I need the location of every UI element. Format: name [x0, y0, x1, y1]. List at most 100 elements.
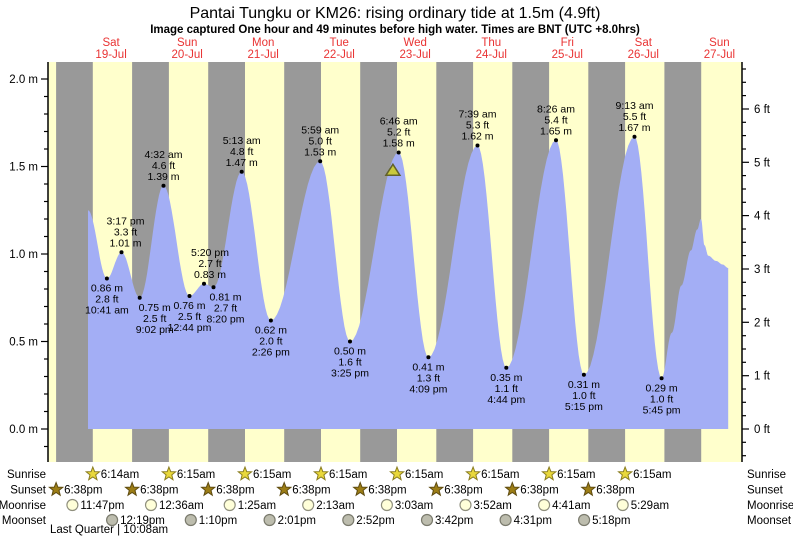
tide-event-label: 9:13 am: [616, 100, 654, 112]
sunset-star-icon: [48, 481, 65, 497]
sunrise-star-icon: [541, 465, 558, 481]
right-axis-tick-label: 1 ft: [754, 371, 771, 383]
tide-event-label: 0.50 m: [334, 346, 366, 358]
sunrise-star-icon: [84, 465, 101, 481]
tide-event-label: 8:20 pm: [207, 313, 245, 325]
day-date-label: 26-Jul: [628, 49, 659, 61]
tide-event-label: 5:45 pm: [643, 404, 681, 416]
tide-event-label: 5.3 ft: [466, 120, 489, 132]
astro-row-label-right: Sunrise: [747, 469, 786, 481]
moonset-icon: [184, 513, 197, 527]
tide-event-label: 1.47 m: [226, 157, 258, 169]
right-axis-tick-label: 6 ft: [754, 104, 771, 116]
tide-event-label: 2.7 ft: [214, 302, 237, 314]
tide-curve: [88, 136, 729, 430]
tide-point-dot: [211, 285, 216, 290]
tide-event-label: 1.65 m: [540, 125, 572, 137]
day-date-label: 21-Jul: [248, 49, 279, 61]
tide-point-dot: [504, 365, 509, 370]
day-date-label: 22-Jul: [324, 49, 355, 61]
sunset-star-icon: [200, 481, 217, 497]
day-of-week-label: Thu: [481, 37, 501, 49]
right-axis-tick-label: 5 ft: [754, 157, 771, 169]
tide-event-label: 5:20 pm: [191, 247, 229, 259]
sunset-star-icon: [124, 481, 141, 497]
tide-event-label: 3:17 pm: [107, 215, 145, 227]
tide-event-label: 5.2 ft: [387, 127, 410, 139]
left-axis-tick-label: 0.5 m: [9, 337, 38, 349]
astro-time-label: 1:10pm: [199, 515, 237, 527]
sunset-star-icon: [580, 481, 597, 497]
astro-time-label: 6:15am: [481, 469, 519, 481]
tide-event-label: 4.6 ft: [152, 160, 175, 172]
capture-time-marker-icon: [384, 162, 402, 177]
moonset-icon: [263, 513, 276, 527]
astro-time-label: 6:38pm: [444, 485, 482, 497]
day-date-label: 27-Jul: [704, 49, 735, 61]
moon-phase-label: Last Quarter | 10:08am: [50, 524, 168, 536]
tide-event-label: 1.1 ft: [495, 383, 518, 395]
astro-time-label: 6:38pm: [292, 485, 330, 497]
astro-time-label: 12:19pm: [120, 515, 165, 527]
astro-row-label-right: Moonrise: [747, 500, 793, 512]
tide-point-dot: [187, 294, 192, 298]
tide-event-label: 4:32 am: [145, 149, 183, 161]
tide-point-dot: [581, 372, 586, 377]
tide-event-label: 0.29 m: [646, 382, 678, 394]
sunset-star-icon: [352, 481, 369, 497]
moonset-icon: [420, 513, 434, 527]
tide-event-label: 4:09 pm: [409, 383, 447, 395]
moonset-icon: [342, 513, 355, 527]
tide-event-label: 4.8 ft: [230, 146, 253, 158]
astro-time-label: 6:38pm: [368, 485, 406, 497]
day-date-label: 23-Jul: [400, 49, 431, 61]
moonset-icon: [577, 513, 591, 527]
sunrise-star-icon: [465, 465, 482, 481]
tide-event-label: 2.5 ft: [178, 311, 201, 323]
astro-row-label-left: Sunrise: [7, 469, 46, 481]
tide-event-label: 1.53 m: [304, 146, 336, 158]
astro-time-label: 6:15am: [405, 469, 443, 481]
tide-point-dot: [137, 295, 142, 300]
tide-event-label: 3:25 pm: [331, 368, 369, 380]
left-axis-tick-label: 0.0 m: [9, 424, 38, 436]
tide-event-label: 1.01 m: [109, 237, 141, 249]
tide-event-label: 5.5 ft: [623, 111, 646, 123]
tide-event-label: 1.6 ft: [338, 357, 361, 369]
tide-event-label: 0.81 m: [209, 291, 241, 303]
tide-event-label: 12:44 pm: [168, 322, 212, 334]
tide-point-dot: [426, 355, 431, 360]
tide-event-label: 0.75 m: [139, 302, 171, 314]
left-axis-tick-label: 1.5 m: [9, 162, 38, 174]
astro-time-label: 6:38pm: [140, 485, 178, 497]
tide-point-dot: [119, 250, 124, 255]
astro-time-label: 4:41am: [552, 500, 590, 512]
tide-point-dot: [632, 134, 637, 139]
day-of-week-label: Sun: [177, 37, 197, 49]
astro-time-label: 3:42pm: [435, 515, 473, 527]
right-axis-tick-label: 2 ft: [754, 317, 771, 329]
tide-event-label: 1.62 m: [461, 131, 493, 143]
astro-time-label: 5:29am: [631, 500, 669, 512]
astro-time-label: 6:15am: [557, 469, 595, 481]
astro-time-label: 6:15am: [177, 469, 215, 481]
moonrise-icon: [537, 498, 551, 512]
astro-time-label: 6:15am: [329, 469, 367, 481]
astro-time-label: 6:15am: [633, 469, 671, 481]
tide-event-label: 2.7 ft: [198, 258, 221, 270]
day-of-week-label: Fri: [561, 37, 574, 49]
moonrise-icon: [66, 498, 79, 512]
day-of-week-label: Tue: [330, 37, 349, 49]
tide-event-label: 1.39 m: [147, 171, 179, 183]
tide-event-label: 9:02 pm: [136, 324, 174, 336]
day-date-label: 25-Jul: [552, 49, 583, 61]
sunrise-star-icon: [312, 465, 330, 481]
tide-point-dot: [554, 138, 558, 143]
astro-row-label-left: Moonset: [2, 515, 47, 527]
tide-point-dot: [268, 318, 273, 323]
day-date-label: 24-Jul: [476, 49, 507, 61]
tide-point-dot: [161, 183, 166, 188]
day-date-label: 19-Jul: [95, 49, 126, 61]
tide-event-label: 1.0 ft: [650, 393, 673, 405]
